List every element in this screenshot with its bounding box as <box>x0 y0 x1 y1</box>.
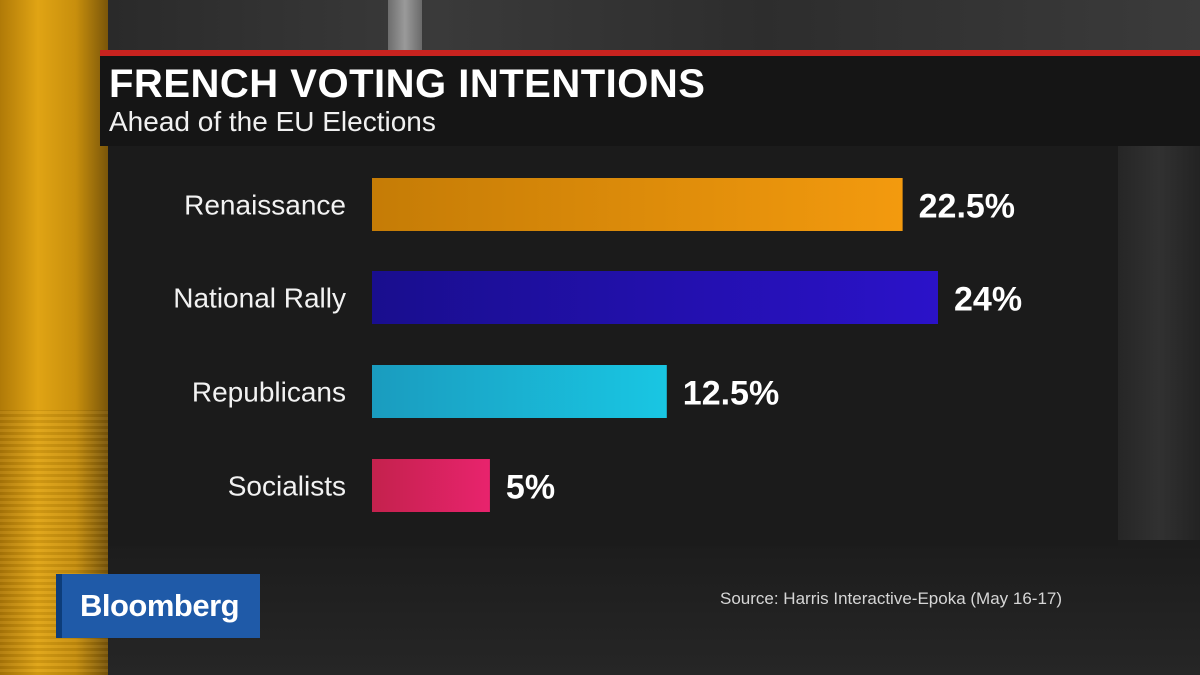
chart-header: FRENCH VOTING INTENTIONS Ahead of the EU… <box>100 56 1200 146</box>
value-label: 22.5% <box>919 188 1015 226</box>
bar-republicans <box>372 365 667 418</box>
value-label: 24% <box>954 281 1022 319</box>
source-note: Source: Harris Interactive-Epoka (May 16… <box>720 589 1063 608</box>
value-label: 12.5% <box>683 375 779 413</box>
category-label: Socialists <box>228 471 346 502</box>
category-label: National Rally <box>173 283 346 314</box>
value-label: 5% <box>506 469 555 507</box>
backdrop-bottom <box>108 540 1200 675</box>
logo-text: Bloomberg <box>80 588 240 623</box>
chart-title: FRENCH VOTING INTENTIONS <box>109 62 706 106</box>
backdrop-gold-panel <box>0 0 108 675</box>
category-label: Renaissance <box>184 190 346 221</box>
chart-subtitle: Ahead of the EU Elections <box>109 106 436 137</box>
backdrop-top <box>108 0 1200 52</box>
bloomberg-logo: Bloomberg <box>56 574 260 638</box>
bar-renaissance <box>372 178 903 231</box>
header-accent-rule <box>100 50 1200 56</box>
category-label: Republicans <box>192 377 346 408</box>
bar-socialists <box>372 459 490 512</box>
backdrop-pillar <box>388 0 422 52</box>
bar-national-rally <box>372 271 938 324</box>
